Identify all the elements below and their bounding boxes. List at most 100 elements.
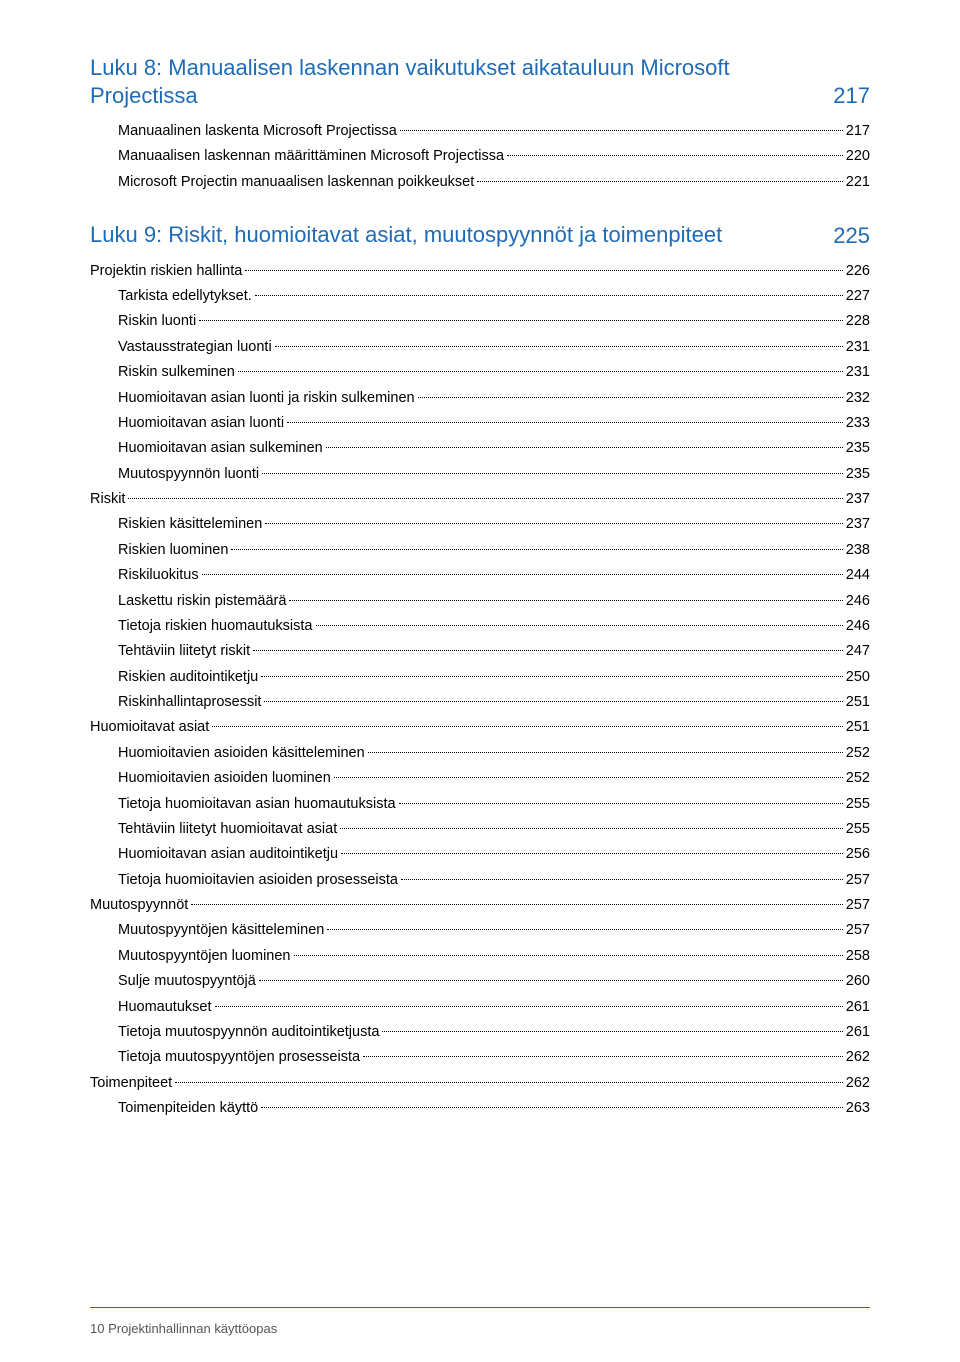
toc-page: 221 — [846, 170, 870, 195]
toc-page: 262 — [846, 1071, 870, 1096]
toc-leader-dots — [400, 130, 843, 131]
toc-page: 244 — [846, 563, 870, 588]
toc-page: 251 — [846, 690, 870, 715]
toc-row[interactable]: Tietoja huomioitavan asian huomautuksist… — [90, 792, 870, 817]
toc-row[interactable]: Huomioitavan asian luonti ja riskin sulk… — [90, 386, 870, 411]
toc-label: Tehtäviin liitetyt huomioitavat asiat — [118, 817, 337, 842]
toc-row[interactable]: Riskien luominen 238 — [90, 538, 870, 563]
toc-leader-dots — [316, 625, 843, 626]
toc-page: 231 — [846, 335, 870, 360]
toc-page: 252 — [846, 741, 870, 766]
toc-leader-dots — [262, 473, 843, 474]
toc-row[interactable]: Riskien käsitteleminen237 — [90, 512, 870, 537]
toc-label: Riskien luominen — [118, 538, 228, 563]
chapter-title[interactable]: Luku 9: Riskit, huomioitavat asiat, muut… — [90, 221, 742, 249]
toc-label: Tietoja huomioitavien asioiden prosessei… — [118, 868, 398, 893]
toc-row[interactable]: Tietoja muutospyynnön auditointiketjusta… — [90, 1020, 870, 1045]
toc-row[interactable]: Huomioitavan asian auditointiketju 256 — [90, 842, 870, 867]
toc-row[interactable]: Toimenpiteet262 — [90, 1071, 870, 1096]
toc-leader-dots — [340, 828, 843, 829]
toc-row[interactable]: Huomioitavien asioiden käsitteleminen 252 — [90, 741, 870, 766]
toc-label: Tietoja muutospyyntöjen prosesseista — [118, 1045, 360, 1070]
toc-leader-dots — [401, 879, 843, 880]
toc-page: 235 — [846, 436, 870, 461]
toc-leader-dots — [199, 320, 843, 321]
toc-content: Luku 8: Manuaalisen laskennan vaikutukse… — [90, 54, 870, 1121]
toc-label: Huomioitavan asian auditointiketju — [118, 842, 338, 867]
toc-page: 226 — [846, 259, 870, 284]
toc-row[interactable]: Manuaalisen laskennan määrittäminen Micr… — [90, 144, 870, 169]
toc-row[interactable]: Riskien auditointiketju250 — [90, 665, 870, 690]
toc-row[interactable]: Huomioitavat asiat251 — [90, 715, 870, 740]
toc-label: Tietoja huomioitavan asian huomautuksist… — [118, 792, 396, 817]
toc-leader-dots — [261, 1107, 843, 1108]
toc-label: Projektin riskien hallinta — [90, 259, 242, 284]
toc-page: 261 — [846, 995, 870, 1020]
toc-row[interactable]: Muutospyynnöt257 — [90, 893, 870, 918]
toc-label: Muutospyyntöjen luominen — [118, 944, 291, 969]
footer-rule — [90, 1307, 870, 1308]
toc-row[interactable]: Manuaalinen laskenta Microsoft Projectis… — [90, 119, 870, 144]
toc-row[interactable]: Riskin sulkeminen231 — [90, 360, 870, 385]
toc-row[interactable]: Tehtäviin liitetyt riskit247 — [90, 639, 870, 664]
toc-page: 263 — [846, 1096, 870, 1121]
toc-page: 251 — [846, 715, 870, 740]
toc-row[interactable]: Tietoja muutospyyntöjen prosesseista262 — [90, 1045, 870, 1070]
toc-row[interactable]: Laskettu riskin pistemäärä246 — [90, 589, 870, 614]
toc-page: 257 — [846, 868, 870, 893]
toc-page: 255 — [846, 817, 870, 842]
toc-leader-dots — [231, 549, 842, 550]
toc-row[interactable]: Huomioitavan asian sulkeminen235 — [90, 436, 870, 461]
toc-page: 247 — [846, 639, 870, 664]
toc-label: Muutospyynnön luonti — [118, 462, 259, 487]
toc-row[interactable]: Huomioitavan asian luonti233 — [90, 411, 870, 436]
toc-row[interactable]: Tietoja huomioitavien asioiden prosessei… — [90, 868, 870, 893]
toc-label: Toimenpiteiden käyttö — [118, 1096, 258, 1121]
toc-leader-dots — [382, 1031, 842, 1032]
toc-label: Sulje muutospyyntöjä — [118, 969, 256, 994]
toc-row[interactable]: Microsoft Projectin manuaalisen laskenna… — [90, 170, 870, 195]
toc-page: 256 — [846, 842, 870, 867]
toc-page: 237 — [846, 512, 870, 537]
toc-row[interactable]: Muutospyyntöjen käsitteleminen257 — [90, 918, 870, 943]
toc-row[interactable]: Riskinhallintaprosessit 251 — [90, 690, 870, 715]
toc-label: Tietoja riskien huomautuksista — [118, 614, 313, 639]
toc-row[interactable]: Muutospyynnön luonti235 — [90, 462, 870, 487]
toc-leader-dots — [341, 853, 843, 854]
toc-leader-dots — [253, 650, 843, 651]
footer-doc-title: Projektinhallinnan käyttöopas — [108, 1321, 277, 1336]
toc-page: 258 — [846, 944, 870, 969]
toc-row[interactable]: Projektin riskien hallinta 226 — [90, 259, 870, 284]
toc-leader-dots — [275, 346, 843, 347]
toc-row[interactable]: Huomautukset261 — [90, 995, 870, 1020]
toc-page: 233 — [846, 411, 870, 436]
chapter-head: Luku 8: Manuaalisen laskennan vaikutukse… — [90, 54, 870, 109]
toc-row[interactable]: Muutospyyntöjen luominen 258 — [90, 944, 870, 969]
toc-row[interactable]: Riskin luonti228 — [90, 309, 870, 334]
chapter-block: Luku 9: Riskit, huomioitavat asiat, muut… — [90, 221, 870, 1121]
toc-leader-dots — [191, 904, 842, 905]
toc-leader-dots — [363, 1056, 843, 1057]
toc-page: 231 — [846, 360, 870, 385]
toc-page: 238 — [846, 538, 870, 563]
toc-label: Riskit — [90, 487, 125, 512]
toc-page: 232 — [846, 386, 870, 411]
toc-row[interactable]: Sulje muutospyyntöjä260 — [90, 969, 870, 994]
toc-leader-dots — [368, 752, 843, 753]
chapter-page: 217 — [833, 83, 870, 109]
toc-row[interactable]: Riskiluokitus244 — [90, 563, 870, 588]
chapter-title[interactable]: Luku 8: Manuaalisen laskennan vaikutukse… — [90, 54, 833, 109]
toc-row[interactable]: Riskit237 — [90, 487, 870, 512]
toc-row[interactable]: Toimenpiteiden käyttö 263 — [90, 1096, 870, 1121]
chapter-block: Luku 8: Manuaalisen laskennan vaikutukse… — [90, 54, 870, 195]
toc-label: Microsoft Projectin manuaalisen laskenna… — [118, 170, 474, 195]
toc-row[interactable]: Tarkista edellytykset. 227 — [90, 284, 870, 309]
toc-row[interactable]: Tehtäviin liitetyt huomioitavat asiat 255 — [90, 817, 870, 842]
toc-row[interactable]: Vastausstrategian luonti231 — [90, 335, 870, 360]
toc-leader-dots — [399, 803, 843, 804]
toc-label: Tietoja muutospyynnön auditointiketjusta — [118, 1020, 379, 1045]
toc-label: Huomioitavien asioiden käsitteleminen — [118, 741, 365, 766]
toc-row[interactable]: Tietoja riskien huomautuksista246 — [90, 614, 870, 639]
toc-row[interactable]: Huomioitavien asioiden luominen252 — [90, 766, 870, 791]
toc-label: Riskinhallintaprosessit — [118, 690, 261, 715]
